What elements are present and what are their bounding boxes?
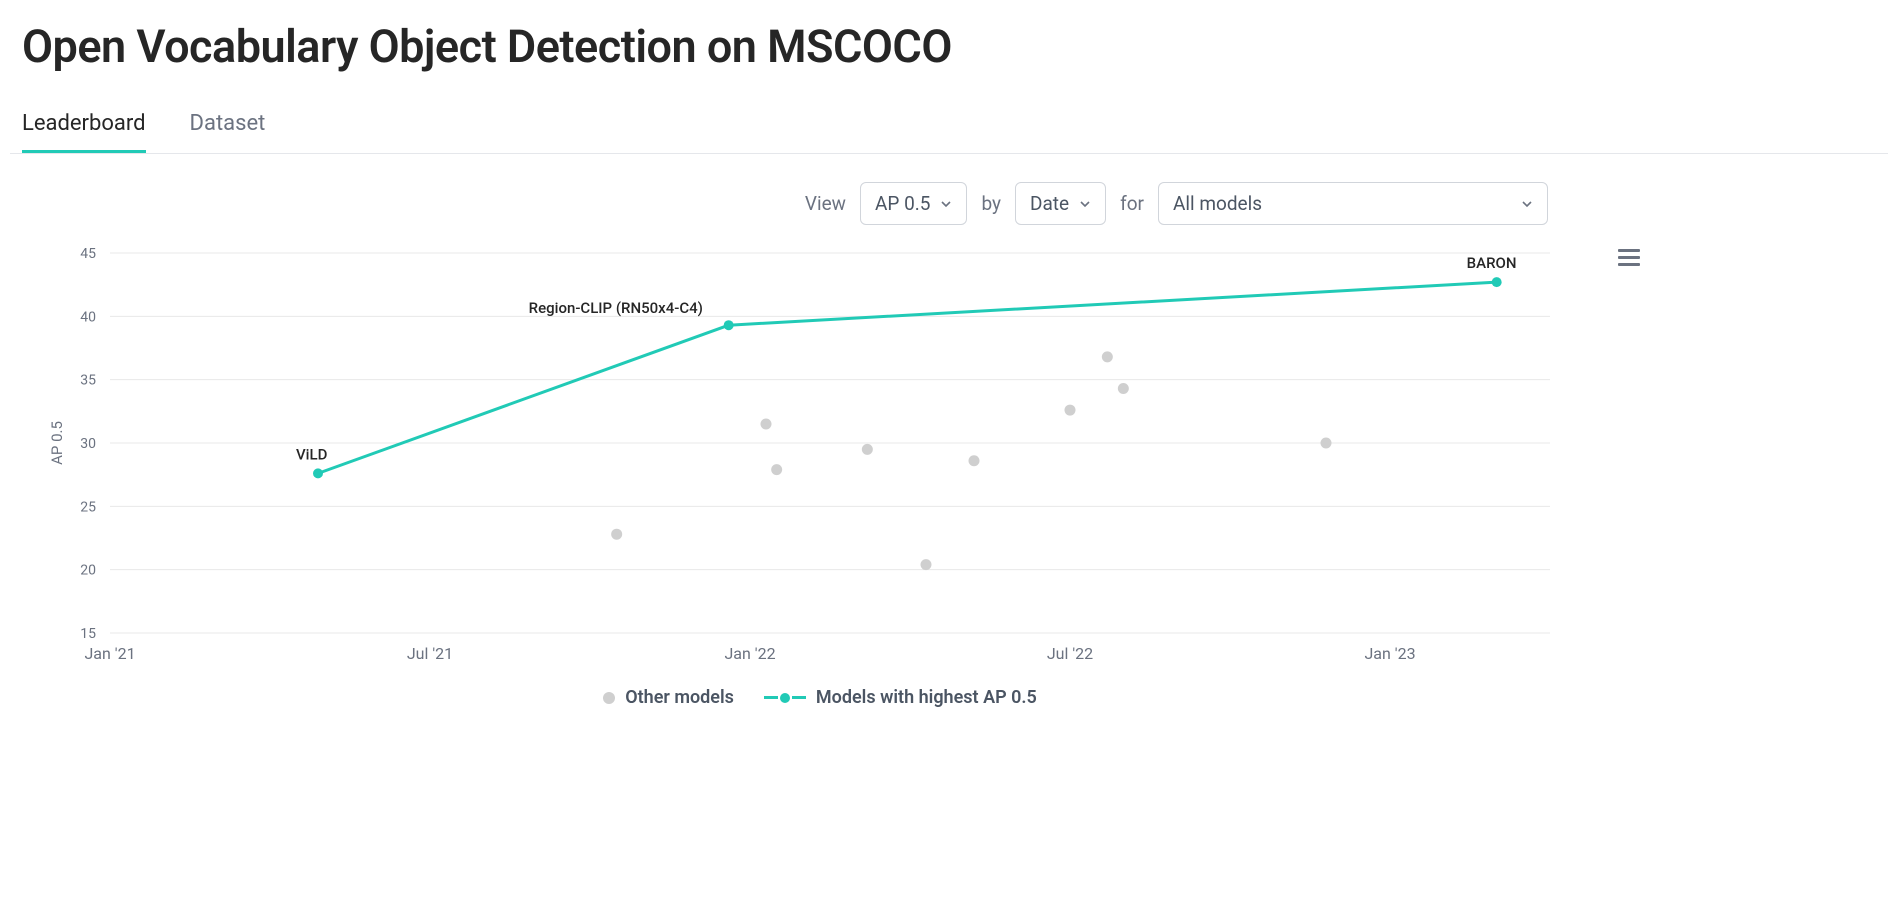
svg-text:AP 0.5: AP 0.5	[48, 421, 66, 465]
svg-text:ViLD: ViLD	[296, 445, 328, 463]
metric-select-value: AP 0.5	[875, 192, 930, 215]
view-label: View	[805, 192, 846, 215]
chart-container: 15 20 25 30 35 40 45 AP 0.5 Jan '21 Jul '21 Jan '2…	[40, 235, 1600, 708]
svg-text:Jan '21: Jan '21	[84, 644, 135, 663]
svg-text:25: 25	[80, 499, 96, 515]
svg-text:BARON: BARON	[1467, 254, 1517, 272]
svg-text:Jul '21: Jul '21	[407, 644, 453, 663]
tabs: Leaderboard Dataset	[10, 101, 1888, 154]
svg-text:Jul '22: Jul '22	[1047, 644, 1093, 663]
svg-text:15: 15	[80, 626, 96, 642]
chart-menu-icon[interactable]	[1618, 245, 1640, 270]
by-select-value: Date	[1030, 192, 1069, 215]
filter-select-value: All models	[1173, 192, 1262, 215]
by-label: by	[981, 192, 1001, 215]
svg-text:Jan '23: Jan '23	[1364, 644, 1415, 663]
filter-select[interactable]: All models	[1158, 182, 1548, 225]
legend-item-highest[interactable]: Models with highest AP 0.5	[764, 687, 1037, 708]
svg-text:20: 20	[80, 563, 96, 579]
tab-leaderboard[interactable]: Leaderboard	[22, 101, 146, 153]
svg-text:Region-CLIP (RN50x4-C4): Region-CLIP (RN50x4-C4)	[529, 299, 703, 317]
by-select[interactable]: Date	[1015, 182, 1106, 225]
legend-dot-icon	[603, 692, 615, 704]
chevron-down-icon	[1079, 198, 1091, 210]
legend-line-dot-icon	[764, 693, 806, 703]
for-label: for	[1120, 192, 1144, 215]
legend-label-other: Other models	[625, 687, 734, 708]
legend-item-other[interactable]: Other models	[603, 687, 734, 708]
svg-text:30: 30	[80, 436, 96, 452]
chart-svg: 15 20 25 30 35 40 45 AP 0.5 Jan '21 Jul '21 Jan '2…	[40, 235, 1560, 675]
chevron-down-icon	[940, 198, 952, 210]
chart-legend: Other models Models with highest AP 0.5	[40, 687, 1600, 708]
legend-label-highest: Models with highest AP 0.5	[816, 687, 1037, 708]
svg-text:Jan '22: Jan '22	[724, 644, 775, 663]
tab-dataset[interactable]: Dataset	[190, 101, 266, 153]
metric-select[interactable]: AP 0.5	[860, 182, 967, 225]
svg-text:45: 45	[80, 246, 96, 262]
svg-text:40: 40	[80, 309, 96, 325]
chart-controls: View AP 0.5 by Date for All models	[10, 182, 1888, 225]
page-title: Open Vocabulary Object Detection on MSCO…	[22, 20, 1888, 73]
chevron-down-icon	[1521, 198, 1533, 210]
svg-text:35: 35	[80, 373, 96, 389]
